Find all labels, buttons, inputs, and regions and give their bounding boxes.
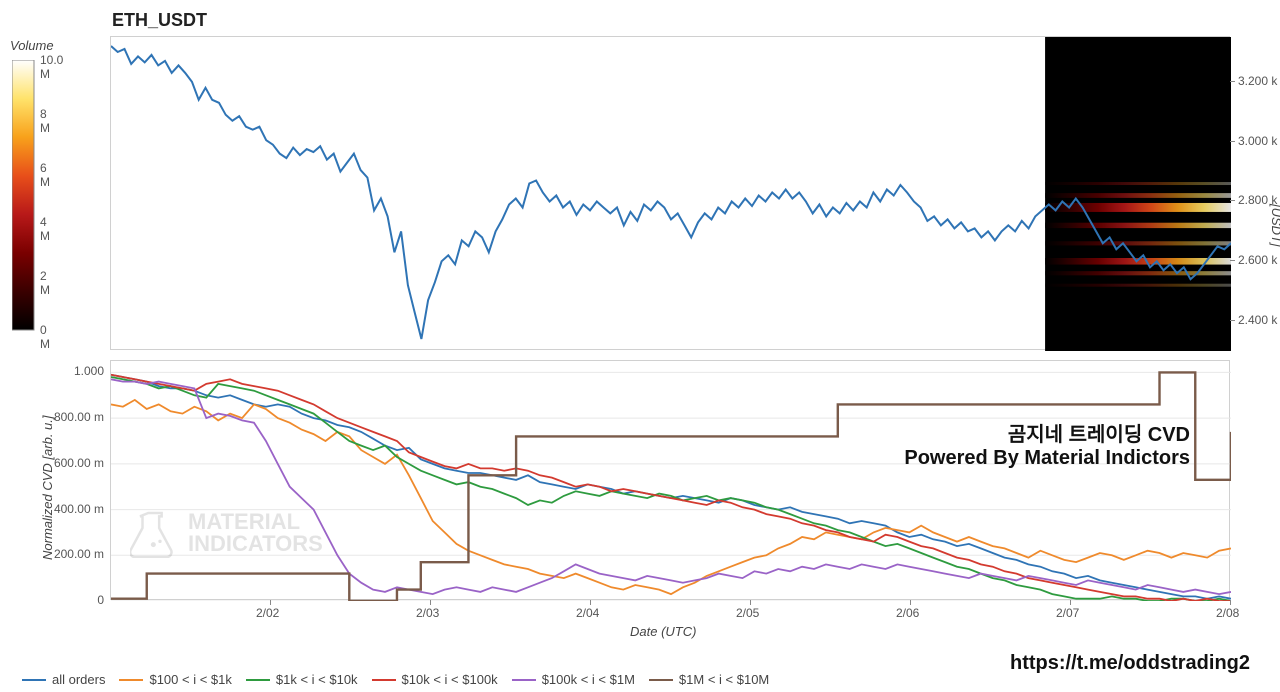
cvd-series	[111, 375, 1231, 599]
legend-label: $1k < i < $10k	[276, 672, 358, 687]
price-y-tick: 2.400 k	[1238, 313, 1277, 327]
cvd-series	[111, 379, 1231, 594]
cvd-x-tick: 2/06	[896, 606, 919, 620]
legend-label: $1M < i < $10M	[679, 672, 769, 687]
cvd-x-tick: 2/05	[736, 606, 759, 620]
volume-colorbar: Volume 0 M2 M4 M6 M8 M10.0 M	[12, 60, 40, 341]
cvd-series	[111, 377, 1231, 601]
annot-line2: Powered By Material Indictors	[904, 447, 1190, 470]
volume-tick: 10.0 M	[40, 53, 63, 81]
cvd-y-tick: 600.00 m	[54, 456, 104, 470]
legend-item[interactable]: $100 < i < $1k	[119, 672, 231, 687]
legend-swatch	[246, 679, 270, 681]
legend-item[interactable]: $10k < i < $100k	[372, 672, 498, 687]
legend-label: $100 < i < $1k	[149, 672, 231, 687]
chart-annotation: 곰지네 트레이딩 CVD Powered By Material Indicto…	[904, 418, 1190, 470]
volume-tick: 8 M	[40, 107, 50, 135]
price-y-tick: 3.200 k	[1238, 74, 1277, 88]
watermark-line2: INDICATORS	[188, 533, 323, 555]
legend-swatch	[372, 679, 396, 681]
cvd-x-label: Date (UTC)	[630, 624, 696, 639]
volume-label: Volume	[10, 38, 54, 53]
cvd-x-tick: 2/07	[1056, 606, 1079, 620]
price-y-tick: 3.000 k	[1238, 134, 1277, 148]
cvd-x-tick: 2/08	[1216, 606, 1239, 620]
legend-label: all orders	[52, 672, 105, 687]
cvd-y-tick: 800.00 m	[54, 410, 104, 424]
watermark-material-indicators: MATERIAL INDICATORS	[130, 508, 323, 558]
watermark-line1: MATERIAL	[188, 511, 323, 533]
telegram-link[interactable]: https://t.me/oddstrading2	[1010, 652, 1250, 675]
cvd-y-tick: 0	[97, 593, 104, 607]
flask-icon	[130, 508, 180, 558]
chart-title: ETH_USDT	[112, 10, 207, 31]
price-y-label: Price [USDT]	[1269, 204, 1280, 212]
cvd-y-tick: 200.00 m	[54, 547, 104, 561]
cvd-chart	[110, 360, 1230, 600]
cvd-x-tick: 2/04	[576, 606, 599, 620]
legend-item[interactable]: all orders	[22, 672, 105, 687]
legend-item[interactable]: $100k < i < $1M	[512, 672, 635, 687]
price-chart	[110, 36, 1230, 350]
cvd-series	[111, 375, 1231, 601]
annot-line1: 곰지네 트레이딩 CVD	[904, 418, 1190, 447]
cvd-x-tick: 2/02	[256, 606, 279, 620]
legend-swatch	[119, 679, 143, 681]
price-y-tick: 2.600 k	[1238, 253, 1277, 267]
legend-label: $10k < i < $100k	[402, 672, 498, 687]
volume-tick: 4 M	[40, 215, 50, 243]
legend-item[interactable]: $1k < i < $10k	[246, 672, 358, 687]
cvd-y-label: Normalized CVD [arb. u.]	[40, 416, 55, 561]
legend-swatch	[512, 679, 536, 681]
volume-tick: 2 M	[40, 269, 50, 297]
legend-swatch	[649, 679, 673, 681]
legend-swatch	[22, 679, 46, 681]
legend-label: $100k < i < $1M	[542, 672, 635, 687]
cvd-x-tick: 2/03	[416, 606, 439, 620]
legend: all orders $100 < i < $1k $1k < i < $10k $1…	[22, 672, 769, 687]
legend-item[interactable]: $1M < i < $10M	[649, 672, 769, 687]
volume-tick: 6 M	[40, 161, 50, 189]
cvd-series	[111, 372, 1231, 601]
volume-tick: 0 M	[40, 323, 50, 351]
cvd-y-tick: 400.00 m	[54, 502, 104, 516]
cvd-y-tick: 1.000	[74, 364, 104, 378]
